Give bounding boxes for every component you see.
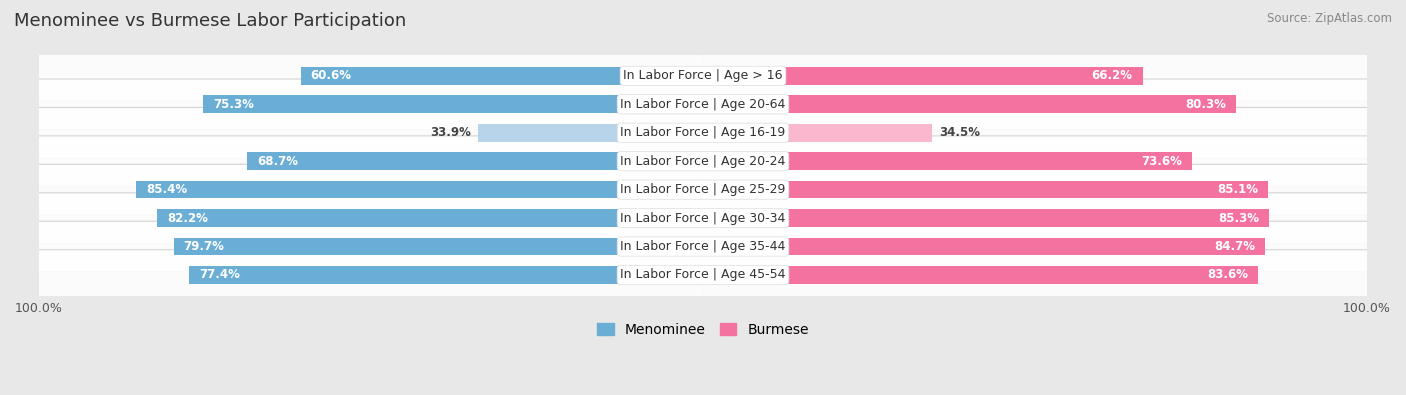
Bar [703, 152, 1192, 170]
Legend: Menominee, Burmese: Menominee, Burmese [592, 318, 814, 342]
FancyBboxPatch shape [37, 250, 1369, 300]
Text: In Labor Force | Age 16-19: In Labor Force | Age 16-19 [620, 126, 786, 139]
FancyBboxPatch shape [37, 193, 1369, 243]
Bar [174, 238, 703, 255]
FancyBboxPatch shape [37, 51, 1369, 101]
Text: 80.3%: 80.3% [1185, 98, 1226, 111]
Text: 79.7%: 79.7% [184, 240, 225, 253]
Text: 85.1%: 85.1% [1218, 183, 1258, 196]
Bar [703, 266, 1258, 284]
Text: 73.6%: 73.6% [1140, 155, 1182, 168]
Text: 85.3%: 85.3% [1219, 212, 1260, 225]
Text: 83.6%: 83.6% [1208, 269, 1249, 282]
Bar [703, 209, 1270, 227]
Bar [478, 124, 703, 141]
FancyBboxPatch shape [37, 221, 1369, 272]
Bar [247, 152, 703, 170]
FancyBboxPatch shape [37, 79, 1369, 130]
Text: In Labor Force | Age 45-54: In Labor Force | Age 45-54 [620, 269, 786, 282]
Text: 68.7%: 68.7% [257, 155, 298, 168]
Bar [703, 67, 1143, 85]
Text: 60.6%: 60.6% [311, 70, 352, 82]
Bar [703, 238, 1265, 255]
Bar [703, 96, 1236, 113]
Text: 33.9%: 33.9% [430, 126, 471, 139]
Bar [703, 181, 1268, 198]
Text: In Labor Force | Age 20-64: In Labor Force | Age 20-64 [620, 98, 786, 111]
Text: In Labor Force | Age 35-44: In Labor Force | Age 35-44 [620, 240, 786, 253]
Text: 34.5%: 34.5% [939, 126, 980, 139]
Bar [188, 266, 703, 284]
Text: 82.2%: 82.2% [167, 212, 208, 225]
Bar [157, 209, 703, 227]
Text: 75.3%: 75.3% [212, 98, 254, 111]
Bar [301, 67, 703, 85]
Bar [136, 181, 703, 198]
Bar [202, 96, 703, 113]
Text: In Labor Force | Age 20-24: In Labor Force | Age 20-24 [620, 155, 786, 168]
FancyBboxPatch shape [37, 107, 1369, 158]
Text: In Labor Force | Age > 16: In Labor Force | Age > 16 [623, 70, 783, 82]
Text: 84.7%: 84.7% [1215, 240, 1256, 253]
Bar [703, 124, 932, 141]
Text: 85.4%: 85.4% [146, 183, 187, 196]
Text: In Labor Force | Age 25-29: In Labor Force | Age 25-29 [620, 183, 786, 196]
Text: In Labor Force | Age 30-34: In Labor Force | Age 30-34 [620, 212, 786, 225]
Text: 66.2%: 66.2% [1091, 70, 1133, 82]
Text: Menominee vs Burmese Labor Participation: Menominee vs Burmese Labor Participation [14, 12, 406, 30]
Text: 77.4%: 77.4% [200, 269, 240, 282]
FancyBboxPatch shape [37, 136, 1369, 186]
Text: Source: ZipAtlas.com: Source: ZipAtlas.com [1267, 12, 1392, 25]
FancyBboxPatch shape [37, 164, 1369, 215]
